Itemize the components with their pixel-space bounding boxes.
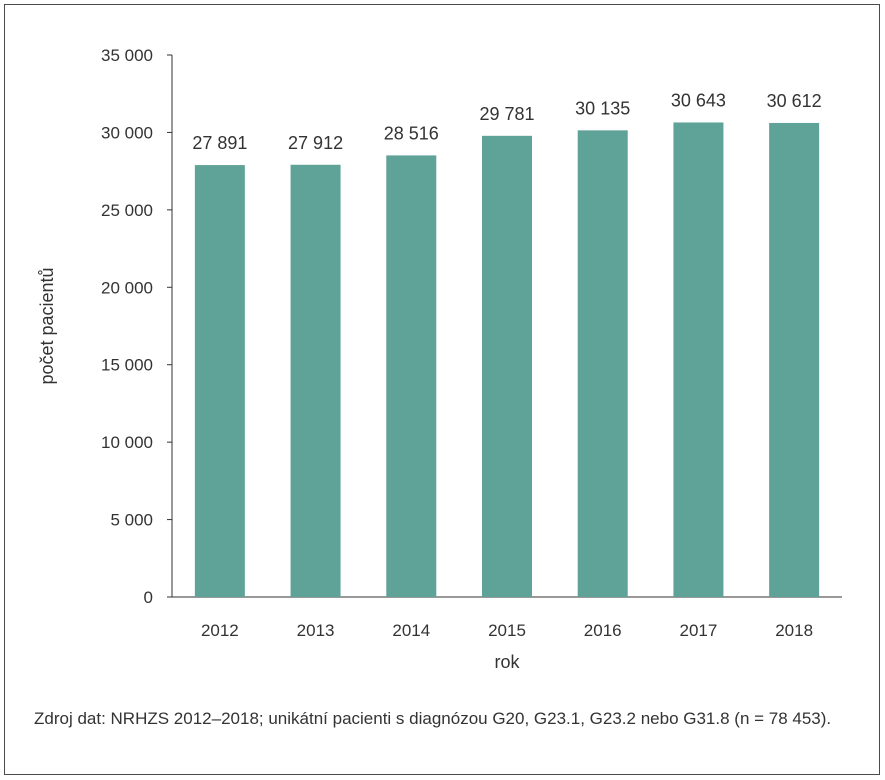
x-axis-ticks: 2012 2013 2014 2015 2016 2017 2018: [201, 621, 813, 640]
bars: [194, 122, 820, 598]
bar-2016: [577, 130, 628, 597]
data-label-2012: 27 891: [192, 133, 247, 153]
data-label-2015: 29 781: [479, 104, 534, 124]
x-tick-label: 2016: [584, 621, 622, 640]
x-tick-label: 2017: [680, 621, 718, 640]
y-tick-label: 20 000: [101, 278, 153, 297]
y-tick-label: 5 000: [110, 511, 153, 530]
x-tick-label: 2012: [201, 621, 239, 640]
figure-frame: [4, 4, 880, 775]
x-tick-label: 2018: [775, 621, 813, 640]
data-label-2018: 30 612: [767, 91, 822, 111]
bar-chart: 0 5 000 10 000 15 000 20 000 25 000 30 000 35 0…: [37, 46, 842, 672]
y-axis-ticks: 0 5 000 10 000 15 000 20 000 25 000 30 000 35 0…: [101, 46, 172, 607]
data-label-2016: 30 135: [575, 98, 630, 118]
bar-2015: [482, 135, 532, 597]
y-axis-title: počet pacientů: [37, 267, 57, 384]
source-note: Zdroj dat: NRHZS 2012–2018; unikátní pac…: [34, 709, 832, 728]
bar-2014: [386, 155, 437, 598]
y-tick-label: 25 000: [101, 201, 153, 220]
x-tick-label: 2015: [488, 621, 526, 640]
data-label-2013: 27 912: [288, 133, 343, 153]
data-label-2014: 28 516: [384, 123, 439, 143]
y-tick-label: 10 000: [101, 433, 153, 452]
x-tick-label: 2014: [392, 621, 430, 640]
y-tick-label: 15 000: [101, 356, 153, 375]
bar-2012: [194, 165, 245, 597]
bar-2013: [290, 164, 341, 597]
x-axis-title: rok: [494, 652, 520, 672]
bar-2018: [769, 122, 820, 597]
y-tick-label: 30 000: [101, 123, 153, 142]
data-label-2017: 30 643: [671, 90, 726, 110]
data-labels: 27 891 27 912 28 516 29 781 30 135 30 643 30 6…: [192, 90, 821, 153]
x-tick-label: 2013: [297, 621, 335, 640]
y-tick-label: 35 000: [101, 46, 153, 65]
y-tick-label: 0: [144, 588, 153, 607]
bar-2017: [673, 122, 724, 598]
